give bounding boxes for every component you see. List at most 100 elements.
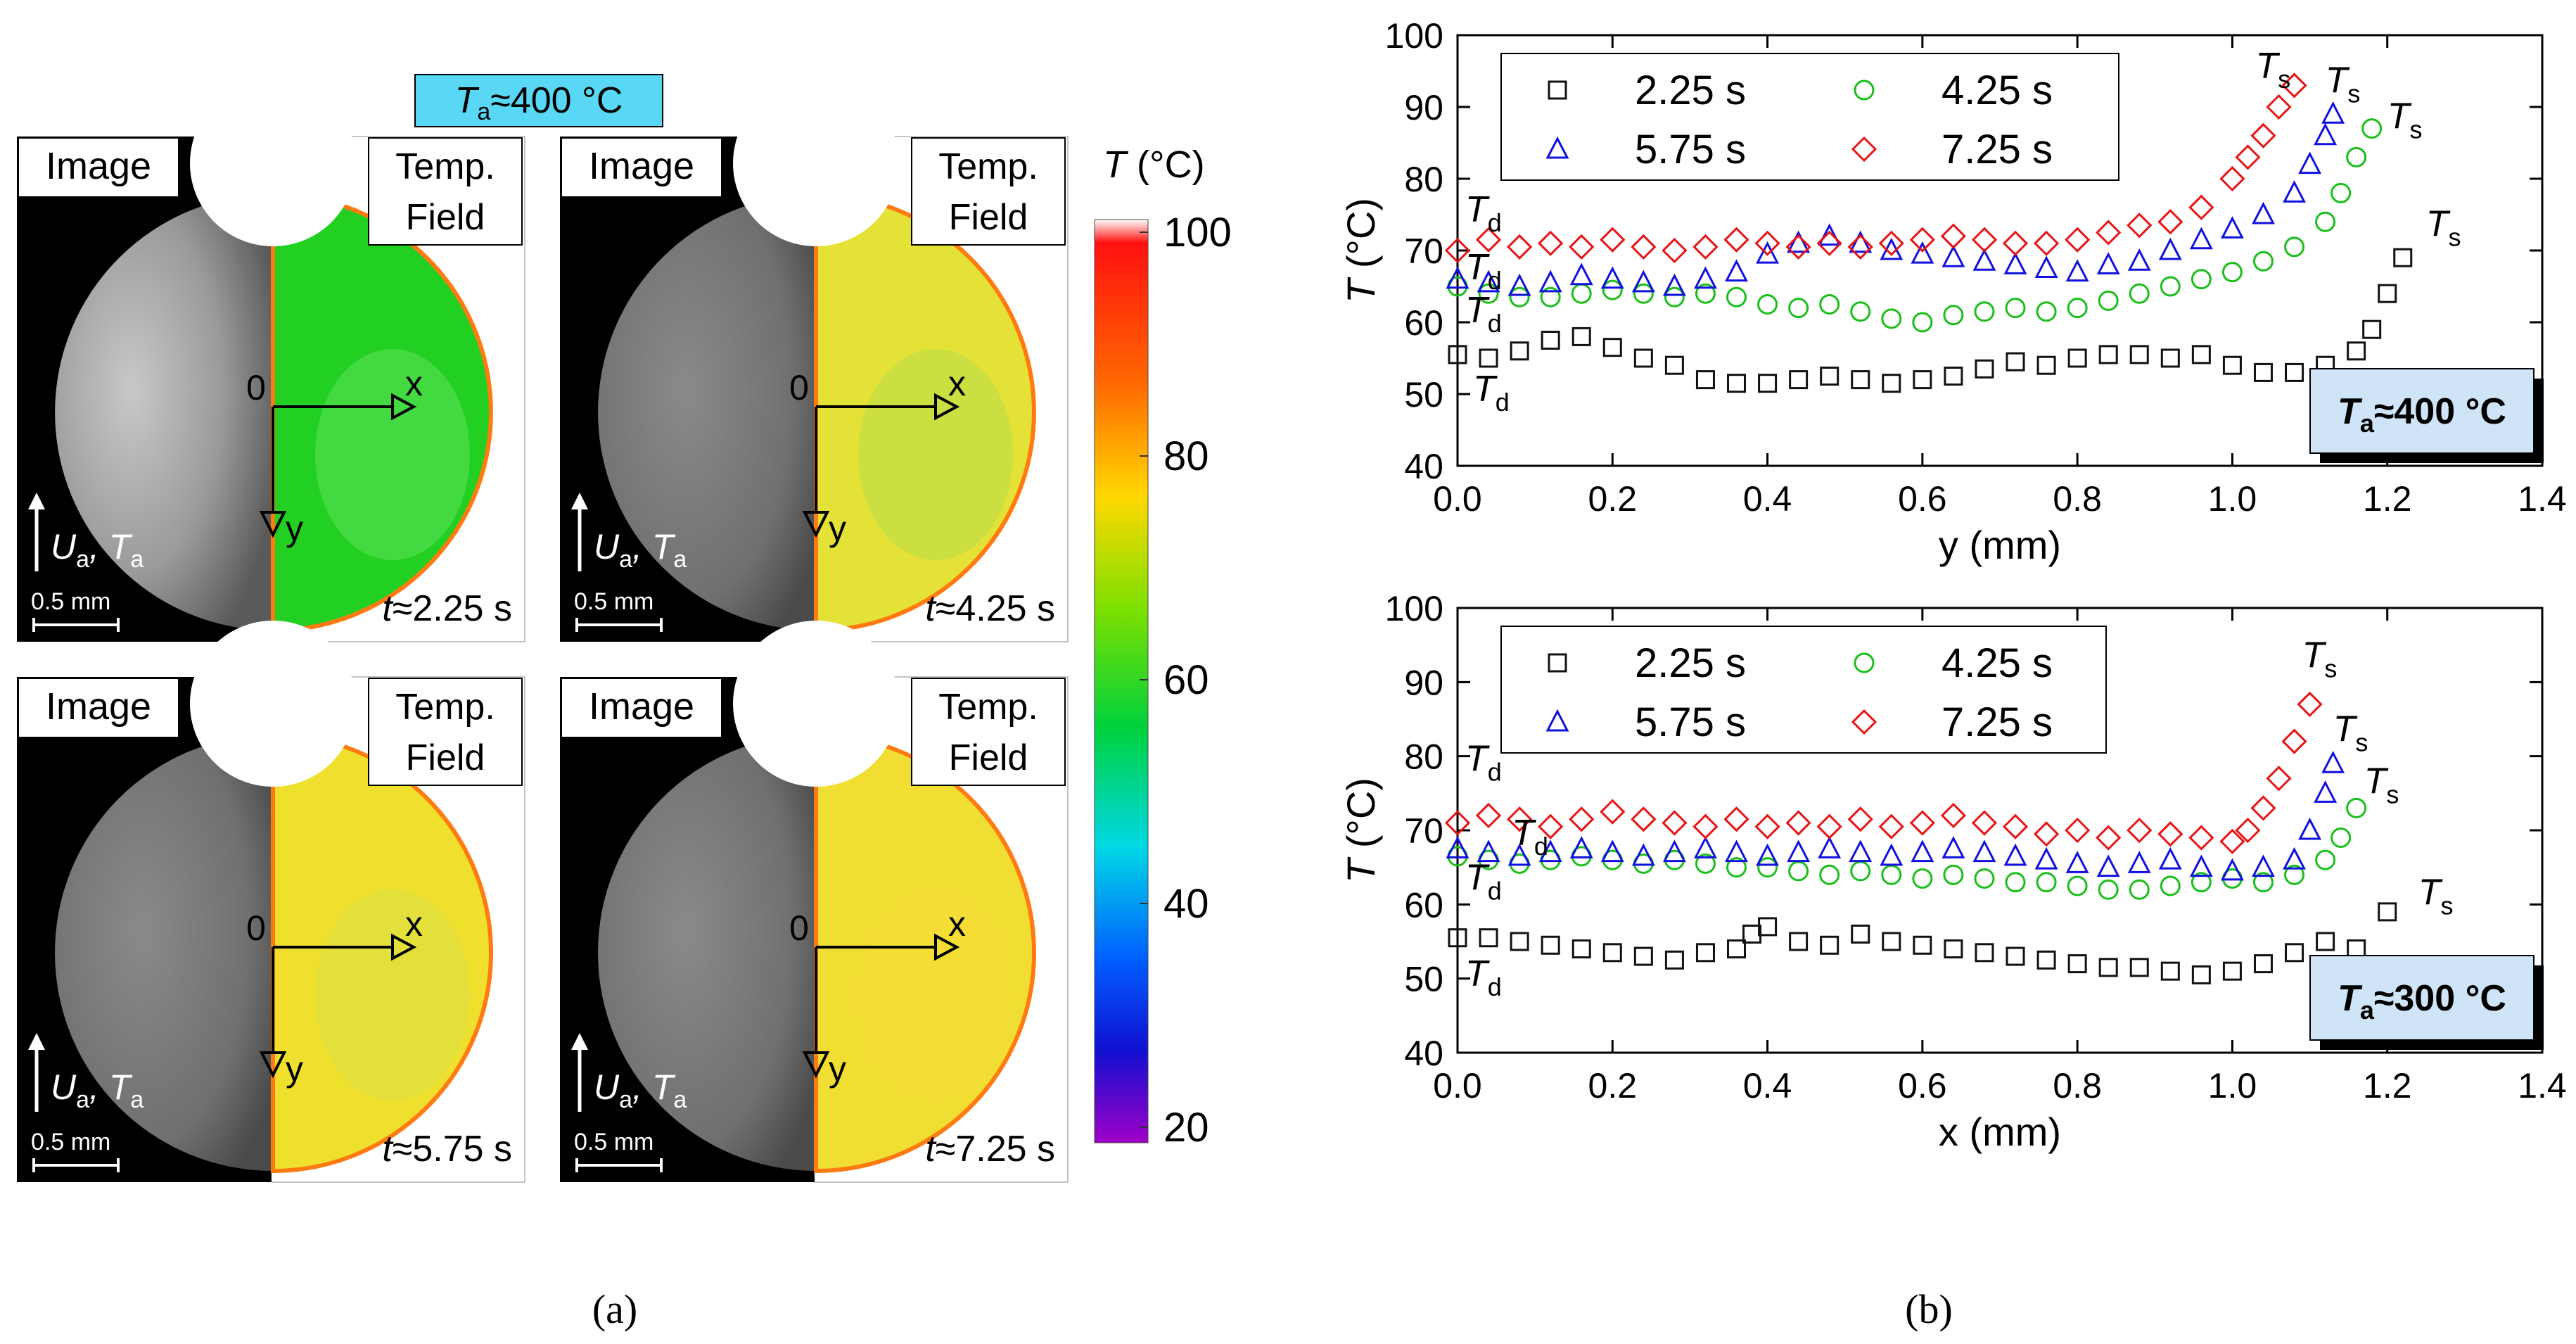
y-tick-label: 50 bbox=[1404, 960, 1443, 999]
data-point bbox=[1909, 810, 1935, 836]
scale-bar-label: 0.5 mm bbox=[574, 588, 653, 615]
image-label: Image bbox=[46, 685, 151, 728]
data-point bbox=[2036, 301, 2057, 322]
data-point bbox=[2321, 750, 2345, 773]
data-point bbox=[1742, 924, 1762, 944]
annotation-Ts: Ts bbox=[2255, 46, 2290, 94]
annotation-Td: Td bbox=[1465, 247, 1502, 295]
panel-b: 40 50 60 70 80 90 100 0.0 0.2 0.4 0.6 0.8 1.0 1.2 1.4 y… bbox=[1339, 16, 2567, 1332]
data-point bbox=[1818, 223, 1842, 246]
legend-label: 5.75 s bbox=[1635, 127, 1746, 172]
annotation-Td: Td bbox=[1465, 189, 1502, 237]
y-tick-label: 60 bbox=[1404, 885, 1443, 925]
annotation-Td: Td bbox=[1465, 290, 1502, 338]
flow-label: Ua, Ta bbox=[594, 1067, 687, 1113]
data-point bbox=[2298, 817, 2322, 840]
legend-marker bbox=[1851, 136, 1877, 163]
legend-label: 2.25 s bbox=[1635, 68, 1746, 113]
data-point bbox=[2036, 355, 2056, 375]
data-point bbox=[2314, 780, 2338, 803]
data-point bbox=[1911, 241, 1934, 264]
data-point bbox=[1695, 370, 1715, 390]
series-7-25-s bbox=[1444, 691, 2323, 854]
data-point bbox=[2191, 345, 2211, 364]
data-point bbox=[1541, 935, 1560, 955]
legend: 2.25 s 4.25 s 5.75 s 7.25 s bbox=[1500, 626, 2107, 754]
data-point bbox=[2378, 284, 2397, 303]
annotation-Ts: Ts bbox=[2387, 96, 2423, 144]
legend-label: 2.25 s bbox=[1635, 640, 1746, 686]
data-point bbox=[2034, 255, 2058, 278]
data-point bbox=[2252, 854, 2275, 877]
scale-bar: 0.5 mm bbox=[31, 1129, 120, 1172]
data-point bbox=[1881, 308, 1902, 329]
panel-a: Ta≈400 °C Image Temp. Field 0 x y Ua, Ta 0.5 mm… bbox=[17, 74, 1232, 1332]
x-tick-label: 0.0 bbox=[1433, 479, 1482, 519]
data-point bbox=[2127, 851, 2151, 873]
image-label-box: Image bbox=[561, 137, 722, 198]
data-point bbox=[1941, 836, 1965, 858]
data-point bbox=[2067, 875, 2088, 896]
legend-marker bbox=[1548, 653, 1567, 673]
data-point bbox=[1785, 234, 1811, 260]
data-point bbox=[2346, 146, 2367, 167]
y-tick-label: 100 bbox=[1385, 589, 1443, 628]
data-point bbox=[2316, 932, 2335, 951]
data-point bbox=[2220, 216, 2244, 239]
legend-marker bbox=[1545, 136, 1569, 159]
flow-indicator: Ua, Ta bbox=[571, 1033, 687, 1113]
data-point bbox=[1723, 227, 1749, 253]
y-tick-label: 40 bbox=[1404, 447, 1443, 486]
data-point bbox=[2098, 345, 2118, 364]
chart-bottom: 40 50 60 70 80 90 100 0.0 0.2 0.4 0.6 0.8 1.0 1.2 1.4 x… bbox=[1339, 589, 2567, 1154]
temp-field-label-box: Temp. Field bbox=[911, 678, 1066, 786]
series-7-25-s bbox=[1444, 72, 2307, 264]
data-point bbox=[1851, 924, 1870, 944]
field-shading bbox=[858, 349, 1013, 560]
data-point bbox=[1913, 370, 1932, 390]
data-point bbox=[2129, 283, 2150, 304]
data-point bbox=[2129, 345, 2149, 364]
scale-bar: 0.5 mm bbox=[574, 588, 663, 632]
data-point bbox=[2098, 290, 2119, 311]
data-point bbox=[1944, 367, 1963, 386]
annotation-Td: Td bbox=[1465, 739, 1502, 787]
data-point bbox=[1692, 234, 1719, 260]
y-arrow-icon bbox=[802, 511, 830, 538]
data-point bbox=[2065, 817, 2091, 844]
data-point bbox=[1725, 839, 1748, 863]
colorbar-title-T: T bbox=[1103, 144, 1129, 186]
data-point bbox=[1971, 810, 1998, 836]
panel-a-caption: (a) bbox=[592, 1286, 637, 1332]
data-point bbox=[2065, 851, 2089, 873]
data-point bbox=[1664, 286, 1685, 308]
needle-holder bbox=[190, 621, 356, 787]
time-label: t≈2.25 s bbox=[382, 588, 512, 629]
flow-arrow-icon bbox=[571, 1033, 588, 1050]
data-point bbox=[1878, 230, 1904, 256]
data-point bbox=[2127, 817, 2153, 844]
data-point bbox=[1725, 259, 1748, 282]
data-point bbox=[1754, 230, 1780, 256]
colorbar-ticks: 100 80 60 40 20 bbox=[1140, 210, 1232, 1150]
x-arrow-icon bbox=[391, 933, 417, 961]
colorbar-title-unit: (°C) bbox=[1126, 144, 1205, 186]
data-point bbox=[1911, 839, 1934, 863]
colorbar-tick-label: 60 bbox=[1163, 657, 1209, 703]
colorbar-tick-label: 100 bbox=[1163, 210, 1232, 255]
x-tick-label: 0.2 bbox=[1588, 479, 1638, 519]
data-point bbox=[1664, 950, 1684, 970]
data-point bbox=[1878, 813, 1904, 839]
data-point bbox=[1757, 294, 1778, 315]
data-point bbox=[2096, 252, 2120, 274]
data-point bbox=[1664, 355, 1684, 375]
badge-label: Ta≈400 °C bbox=[2338, 391, 2506, 438]
data-point bbox=[1444, 237, 1471, 264]
data-point bbox=[2222, 355, 2242, 375]
x-tick-label: 1.4 bbox=[2518, 1066, 2567, 1105]
flow-label: Ua, Ta bbox=[594, 527, 687, 573]
data-point bbox=[1602, 338, 1622, 357]
data-point bbox=[1727, 374, 1747, 393]
data-point bbox=[1695, 853, 1716, 874]
image-label: Image bbox=[589, 145, 694, 187]
